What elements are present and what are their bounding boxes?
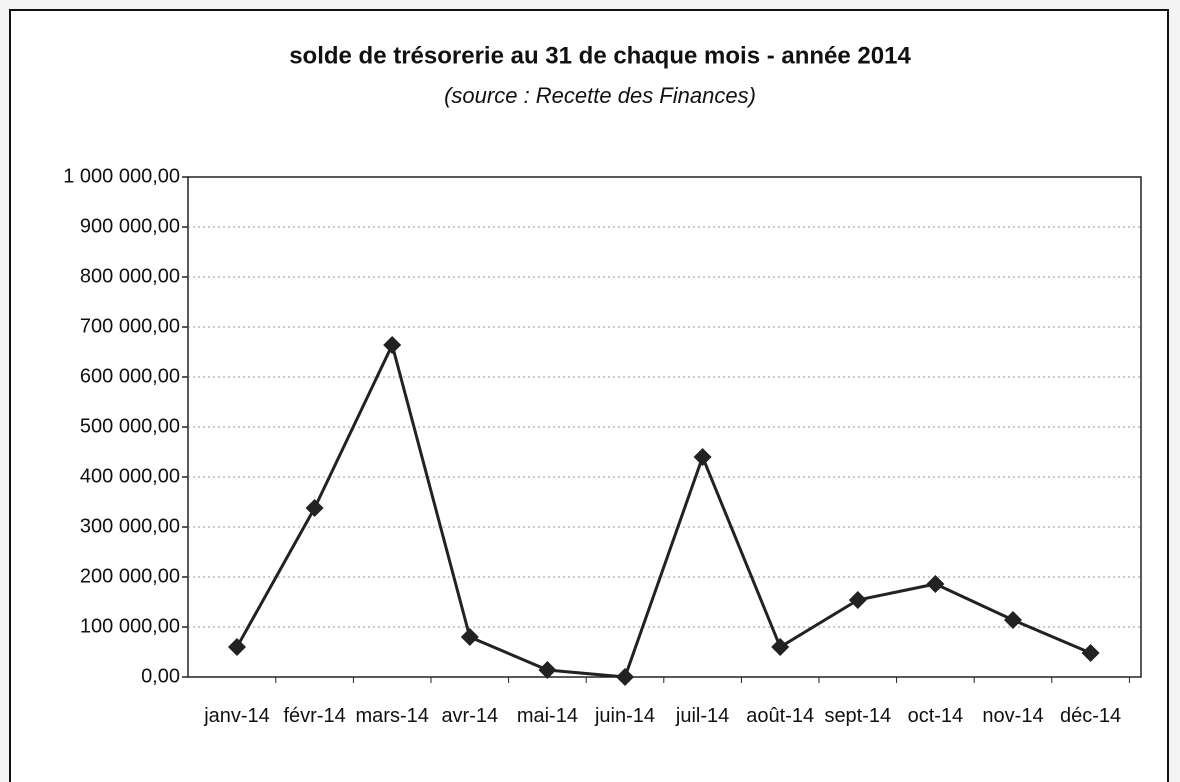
y-tick-label: 900 000,00	[80, 215, 180, 237]
chart-title: solde de trésorerie au 31 de chaque mois…	[289, 42, 911, 69]
x-tick-label: mai-14	[516, 705, 578, 727]
y-tick-label: 100 000,00	[80, 615, 180, 637]
data-point	[538, 661, 557, 679]
x-tick-label: janv-14	[204, 705, 270, 727]
y-tick-label: 400 000,00	[80, 465, 180, 487]
x-tick-label: juil-14	[675, 705, 730, 727]
y-tick-label: 300 000,00	[80, 515, 180, 537]
x-tick-label: nov-14	[982, 705, 1044, 727]
y-tick-label: 700 000,00	[80, 315, 180, 337]
x-tick-label: déc-14	[1060, 705, 1122, 727]
x-tick-label: mars-14	[355, 705, 429, 727]
x-tick-label: août-14	[746, 705, 815, 727]
y-tick-label: 600 000,00	[80, 365, 180, 387]
y-tick-label: 800 000,00	[80, 265, 180, 287]
data-point	[848, 591, 867, 609]
x-tick-label: sept-14	[824, 705, 892, 727]
data-point	[1004, 611, 1022, 629]
data-point	[460, 628, 479, 646]
data-point	[383, 336, 402, 354]
data-point	[693, 448, 712, 466]
data-point	[305, 499, 324, 517]
data-point	[1081, 644, 1100, 662]
x-tick-label: avr-14	[441, 705, 499, 727]
data-point	[771, 638, 790, 656]
chart-subtitle: (source : Recette des Finances)	[444, 83, 756, 108]
y-tick-label: 1 000 000,00	[63, 165, 180, 187]
data-point	[616, 668, 634, 686]
y-tick-label: 200 000,00	[80, 565, 180, 587]
y-tick-label: 0,00	[141, 665, 180, 687]
data-point	[228, 638, 246, 656]
x-tick-label: juin-14	[594, 705, 656, 727]
data-point	[926, 575, 945, 593]
x-tick-label: oct-14	[907, 705, 964, 727]
y-tick-label: 500 000,00	[80, 415, 180, 437]
line-series	[235, 340, 1092, 679]
x-tick-label: févr-14	[283, 705, 346, 727]
